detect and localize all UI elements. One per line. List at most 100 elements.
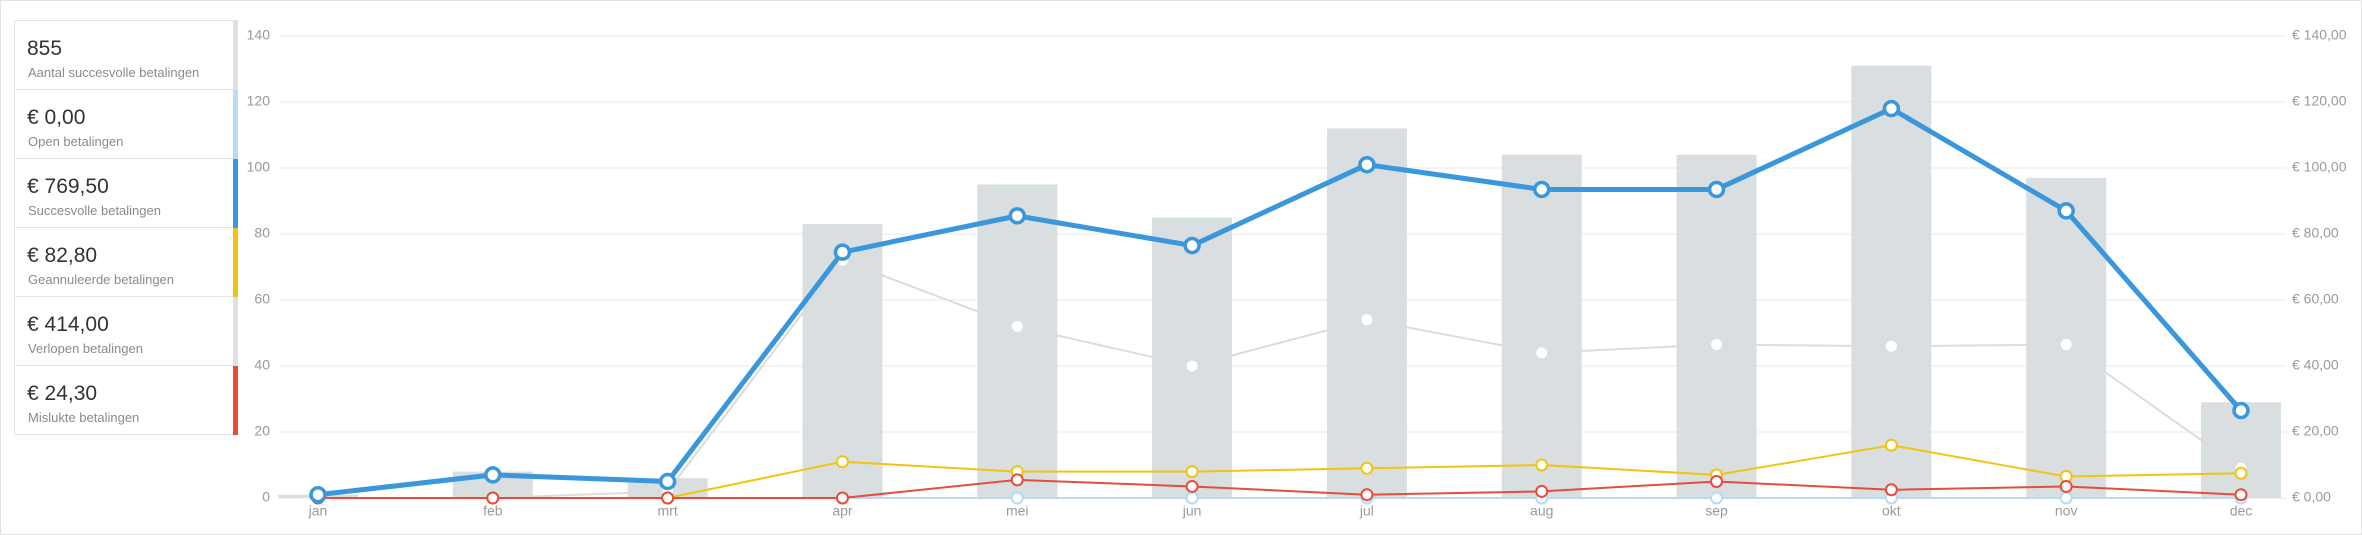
point (1010, 491, 1024, 505)
point (1707, 180, 1726, 199)
point (2060, 339, 2072, 351)
stats-panel: 855 Aantal succesvolle betalingen € 0,00 Op… (14, 20, 238, 435)
y-tick-label: 120 (247, 93, 271, 109)
point (1360, 488, 1374, 502)
x-tick-label: jun (1182, 503, 1202, 519)
y-tick-label: 0 (262, 489, 270, 505)
line (317, 106, 2243, 498)
stat-value: € 82,80 (27, 244, 98, 267)
y2-tick-label: € 120,00 (2292, 93, 2347, 109)
point (1358, 155, 1376, 174)
point (835, 491, 849, 505)
bar (977, 184, 1058, 498)
point (484, 466, 502, 484)
point (1185, 491, 1199, 505)
point (1710, 475, 1724, 488)
point (1185, 465, 1199, 479)
point (309, 485, 327, 504)
x-tick-label: mei (1006, 503, 1029, 519)
y-tick-label: 40 (254, 357, 270, 373)
stat-card[interactable]: € 0,00 Open betalingen (15, 90, 238, 159)
point (661, 491, 675, 505)
x-tick-label: jul (1359, 503, 1374, 519)
x-tick-label: feb (483, 503, 503, 519)
point (486, 491, 500, 505)
point (1885, 340, 1897, 352)
point (1183, 236, 1201, 255)
stat-card[interactable]: € 769,50 Succesvolle betalingen (15, 159, 238, 228)
point (2059, 479, 2073, 493)
stat-color-bar (233, 90, 238, 159)
stat-color-bar (233, 297, 238, 366)
point (1884, 438, 1898, 452)
stat-color-bar (233, 159, 238, 228)
stat-card[interactable]: € 414,00 Verlopen betalingen (15, 297, 238, 366)
y-tick-label: 60 (254, 291, 270, 307)
bar (1851, 65, 1932, 498)
y2-tick-label: € 20,00 (2292, 423, 2339, 439)
point (658, 472, 677, 491)
stat-value: 855 (27, 37, 63, 60)
bar (1676, 154, 1757, 499)
point (1008, 207, 1027, 225)
stat-label: Mislukte betalingen (28, 410, 140, 425)
point (1185, 479, 1199, 493)
stat-label: Aantal succesvolle betalingen (28, 65, 200, 80)
stat-card[interactable]: 855 Aantal succesvolle betalingen (15, 21, 238, 90)
stat-label: Verlopen betalingen (28, 341, 143, 356)
y2-tick-label: € 140,00 (2292, 27, 2347, 43)
stat-value: € 414,00 (27, 313, 109, 336)
y2-tick-label: € 0,00 (2292, 489, 2331, 505)
x-tick-label: nov (2055, 503, 2078, 519)
stat-color-bar (233, 228, 238, 297)
line (318, 259, 2242, 499)
stat-label: Succesvolle betalingen (28, 203, 161, 218)
x-tick-label: apr (832, 503, 853, 519)
y-tick-label: 80 (254, 225, 270, 241)
point (2059, 491, 2073, 505)
bar (1326, 128, 1407, 498)
point (2234, 488, 2248, 502)
x-tick-label: dec (2230, 503, 2253, 519)
y-tick-label: 140 (247, 27, 271, 43)
bar (1501, 154, 1582, 499)
stat-color-bar (233, 21, 238, 90)
point (833, 243, 852, 261)
stat-value: € 0,00 (27, 106, 86, 129)
point (1010, 473, 1024, 487)
point (1535, 458, 1549, 472)
bar (2026, 177, 2107, 498)
point (1710, 491, 1724, 505)
y-tick-label: 20 (254, 423, 270, 439)
stat-value: € 24,30 (27, 382, 98, 405)
stat-color-bar (233, 366, 238, 435)
x-tick-label: sep (1705, 503, 1728, 519)
y2-tick-label: € 100,00 (2292, 159, 2347, 175)
x-tick-label: okt (1882, 503, 1901, 519)
line (318, 478, 2242, 499)
x-tick-label: aug (1530, 503, 1553, 519)
point (1882, 99, 1901, 118)
point (1532, 180, 1551, 199)
point (1360, 461, 1374, 475)
point (1711, 339, 1723, 351)
bar (1152, 217, 1233, 498)
point (1884, 483, 1898, 497)
point (2232, 401, 2250, 420)
stat-label: Open betalingen (28, 134, 124, 149)
y2-tick-label: € 40,00 (2292, 357, 2339, 373)
y2-tick-label: € 80,00 (2292, 225, 2339, 241)
point (835, 455, 849, 469)
y-tick-label: 100 (247, 159, 271, 175)
point (2234, 466, 2248, 480)
point (1361, 314, 1373, 326)
stat-label: Geannuleerde betalingen (28, 272, 175, 287)
stat-card[interactable]: € 82,80 Geannuleerde betalingen (15, 228, 238, 297)
stat-card[interactable]: € 24,30 Mislukte betalingen (15, 366, 238, 435)
point (1536, 347, 1548, 359)
y2-tick-label: € 60,00 (2292, 291, 2339, 307)
point (1011, 320, 1023, 332)
point (1186, 360, 1198, 372)
x-tick-label: mrt (658, 503, 678, 519)
